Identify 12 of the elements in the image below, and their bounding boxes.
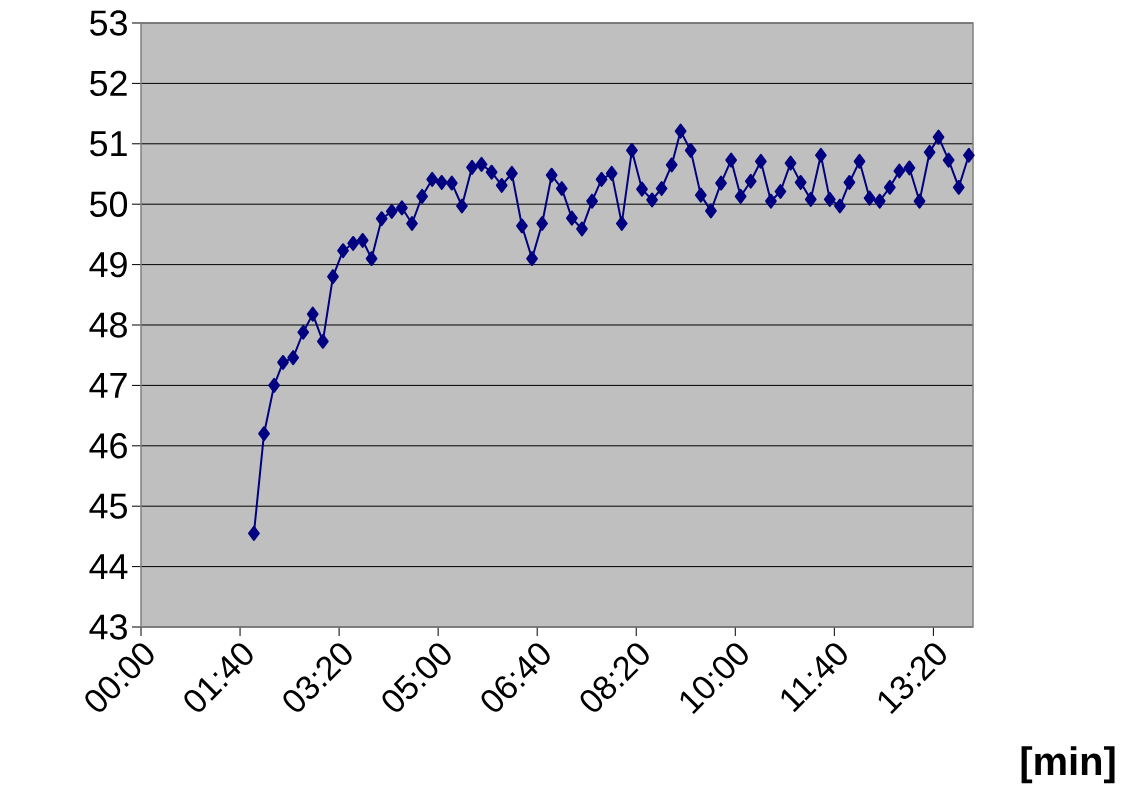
y-tick-label: 48 — [89, 312, 127, 338]
y-tick-label: 52 — [90, 70, 127, 97]
y-tick-label: 49 — [89, 251, 127, 278]
y-tick-label: 45 — [89, 493, 127, 519]
y-tick-label: 47 — [89, 373, 127, 398]
x-axis-title: [min] — [1021, 746, 1115, 784]
y-tick-label: 44 — [89, 554, 128, 579]
y-tick-label: 50 — [90, 191, 128, 217]
y-tick-label: 53 — [90, 10, 127, 36]
y-tick-label: 43 — [89, 614, 127, 640]
y-tick-label: 46 — [89, 433, 127, 459]
y-tick-label: 51 — [90, 131, 127, 157]
